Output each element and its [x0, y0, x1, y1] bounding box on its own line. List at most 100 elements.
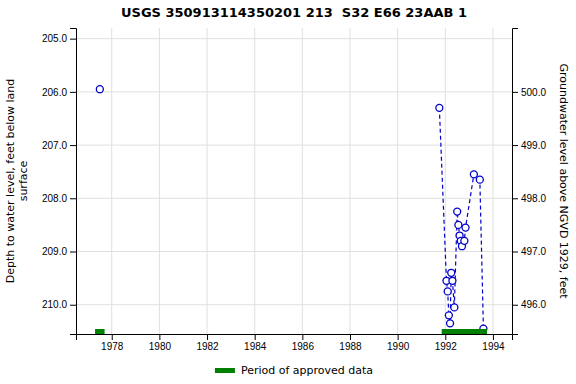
legend-item: Period of approved data	[215, 364, 373, 377]
grid-line	[349, 28, 350, 334]
tick: 209.0	[42, 246, 76, 257]
data-point	[447, 320, 454, 327]
tick: 1978	[101, 334, 124, 352]
tick-label: 205.0	[42, 33, 67, 44]
tick: 496.0	[512, 299, 546, 310]
tick-label: 1978	[101, 341, 124, 352]
tick-mark	[70, 305, 76, 306]
tick: 1990	[387, 334, 410, 352]
tick-mark	[255, 334, 256, 340]
x-axis: 1978 1980 1982 1984 1986 1988 1990 1992 1994	[77, 334, 513, 352]
y2-axis: 496.0 497.0 498.0 499.0 500.0	[512, 29, 546, 335]
grid-line	[397, 28, 398, 334]
axis-line	[77, 335, 513, 341]
data-point	[454, 208, 461, 215]
tick-mark	[70, 252, 76, 253]
tick-label: 208.0	[42, 193, 67, 204]
tick-label: 206.0	[42, 87, 67, 98]
tick: 500.0	[512, 87, 546, 98]
data-point	[445, 312, 452, 319]
tick: 210.0	[42, 299, 76, 310]
tick-mark	[350, 334, 351, 340]
grid-line	[76, 198, 512, 199]
tick: 208.0	[42, 193, 76, 204]
tick-label: 1992	[435, 341, 458, 352]
tick-mark	[70, 198, 76, 199]
tick: 205.0	[42, 33, 76, 44]
grid-line	[207, 28, 208, 334]
legend-swatch	[215, 368, 235, 373]
grid-line	[159, 28, 160, 334]
y-axis: 205.0 206.0 207.0 208.0 209.0 210.0	[42, 29, 77, 335]
grid-line	[76, 38, 512, 39]
tick-label: 498.0	[521, 193, 546, 204]
tick: 499.0	[512, 140, 546, 151]
tick-mark	[512, 305, 518, 306]
tick-mark	[398, 334, 399, 340]
grid-line	[111, 28, 112, 334]
plot-area: 1978 1980 1982 1984 1986 1988 1990 1992 1994 205.…	[4, 28, 570, 352]
data-point	[451, 304, 458, 311]
grid-line	[76, 251, 512, 252]
data-line	[439, 108, 483, 329]
tick-mark	[112, 334, 113, 340]
y-axis-title: Depth to water level, feet below landsur…	[4, 79, 30, 284]
data-point	[96, 86, 103, 93]
tick: 1980	[149, 334, 172, 352]
approved-period	[95, 329, 105, 334]
tick-mark	[512, 198, 518, 199]
grid-line	[492, 28, 493, 334]
tick-mark	[70, 92, 76, 93]
tick: 498.0	[512, 193, 546, 204]
data-point	[470, 171, 477, 178]
title: USGS 350913114350201 213 S32 E66 23AAB 1	[121, 5, 467, 20]
legend: Period of approved data	[215, 364, 373, 377]
data-point	[436, 104, 443, 111]
legend-label: Period of approved data	[241, 364, 373, 377]
data-point	[455, 221, 462, 228]
grid-line	[76, 304, 512, 305]
tick-mark	[512, 92, 518, 93]
marks	[95, 86, 487, 334]
tick: 1994	[482, 334, 505, 352]
tick-mark	[70, 145, 76, 146]
grid-line	[76, 145, 512, 146]
y2-axis-title: Groundwater level above NGVD 1929, feet	[557, 63, 570, 299]
tick-mark	[302, 334, 303, 340]
tick: 1982	[196, 334, 219, 352]
tick: 1992	[435, 334, 458, 352]
axis-line	[70, 29, 77, 335]
tick-label: 1988	[339, 341, 362, 352]
grid-line	[254, 28, 255, 334]
axis-line	[513, 29, 519, 335]
data-point	[449, 277, 456, 284]
tick-mark	[493, 334, 494, 340]
tick-mark	[512, 145, 518, 146]
tick-label: 210.0	[42, 299, 67, 310]
data-point	[448, 269, 455, 276]
tick-label: 1990	[387, 341, 410, 352]
tick-mark	[445, 334, 446, 340]
tick-label: 207.0	[42, 140, 67, 151]
tick-label: 209.0	[42, 246, 67, 257]
tick-label: 1994	[482, 341, 505, 352]
tick-label: 500.0	[521, 87, 546, 98]
tick: 1988	[339, 334, 362, 352]
data-point	[462, 224, 469, 231]
tick: 206.0	[42, 87, 76, 98]
tick-label: 1982	[196, 341, 219, 352]
tick: 1986	[292, 334, 315, 352]
chart: 1978 1980 1982 1984 1986 1988 1990 1992 1994 205.…	[0, 0, 576, 384]
data-point	[476, 176, 483, 183]
tick: 207.0	[42, 140, 76, 151]
tick-label: 1986	[292, 341, 315, 352]
tick-label: 1980	[149, 341, 172, 352]
tick-mark	[207, 334, 208, 340]
tick: 497.0	[512, 246, 546, 257]
grid-line	[76, 91, 512, 92]
data-point	[461, 237, 468, 244]
tick-label: 496.0	[521, 299, 546, 310]
tick: 1984	[244, 334, 267, 352]
tick-mark	[159, 334, 160, 340]
approved-period	[442, 329, 487, 334]
